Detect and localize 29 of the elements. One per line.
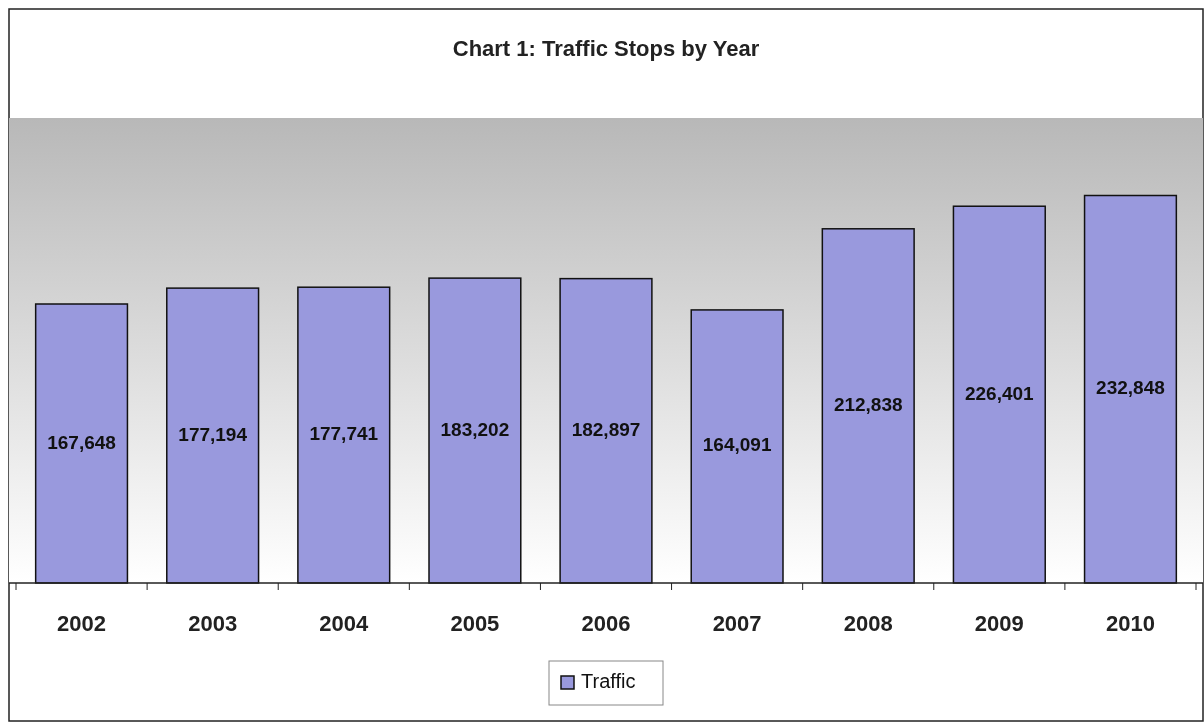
x-tick-label: 2009 bbox=[974, 611, 1024, 636]
bar bbox=[821, 228, 915, 584]
data-label: 183,202 bbox=[440, 418, 510, 440]
data-label: 167,648 bbox=[47, 431, 116, 453]
x-tick-label: 2002 bbox=[57, 611, 107, 636]
x-tick-label: 2004 bbox=[319, 611, 370, 636]
bar bbox=[297, 286, 391, 584]
x-tick-label: 2010 bbox=[1105, 611, 1155, 636]
legend-label: Traffic bbox=[581, 670, 636, 692]
bar bbox=[166, 287, 260, 584]
bar bbox=[952, 205, 1046, 584]
x-tick-label: 2005 bbox=[450, 611, 500, 636]
x-tick-label: 2003 bbox=[188, 611, 238, 636]
bar bbox=[559, 277, 653, 584]
bar bbox=[34, 303, 129, 584]
data-label: 232,848 bbox=[1096, 377, 1165, 399]
bar bbox=[1083, 194, 1178, 584]
data-label: 182,897 bbox=[571, 418, 641, 440]
data-label: 212,838 bbox=[833, 393, 903, 415]
bar bbox=[690, 309, 784, 584]
data-label: 177,194 bbox=[178, 423, 248, 445]
x-tick-label: 2007 bbox=[712, 611, 762, 636]
data-label: 164,091 bbox=[702, 434, 772, 456]
data-label: 226,401 bbox=[964, 382, 1035, 404]
chart-title: Chart 1: Traffic Stops by Year bbox=[452, 36, 760, 61]
data-label: 177,741 bbox=[309, 423, 379, 445]
bar bbox=[428, 277, 522, 584]
x-tick-label: 2006 bbox=[581, 611, 631, 636]
x-tick-label: 2008 bbox=[843, 611, 893, 636]
